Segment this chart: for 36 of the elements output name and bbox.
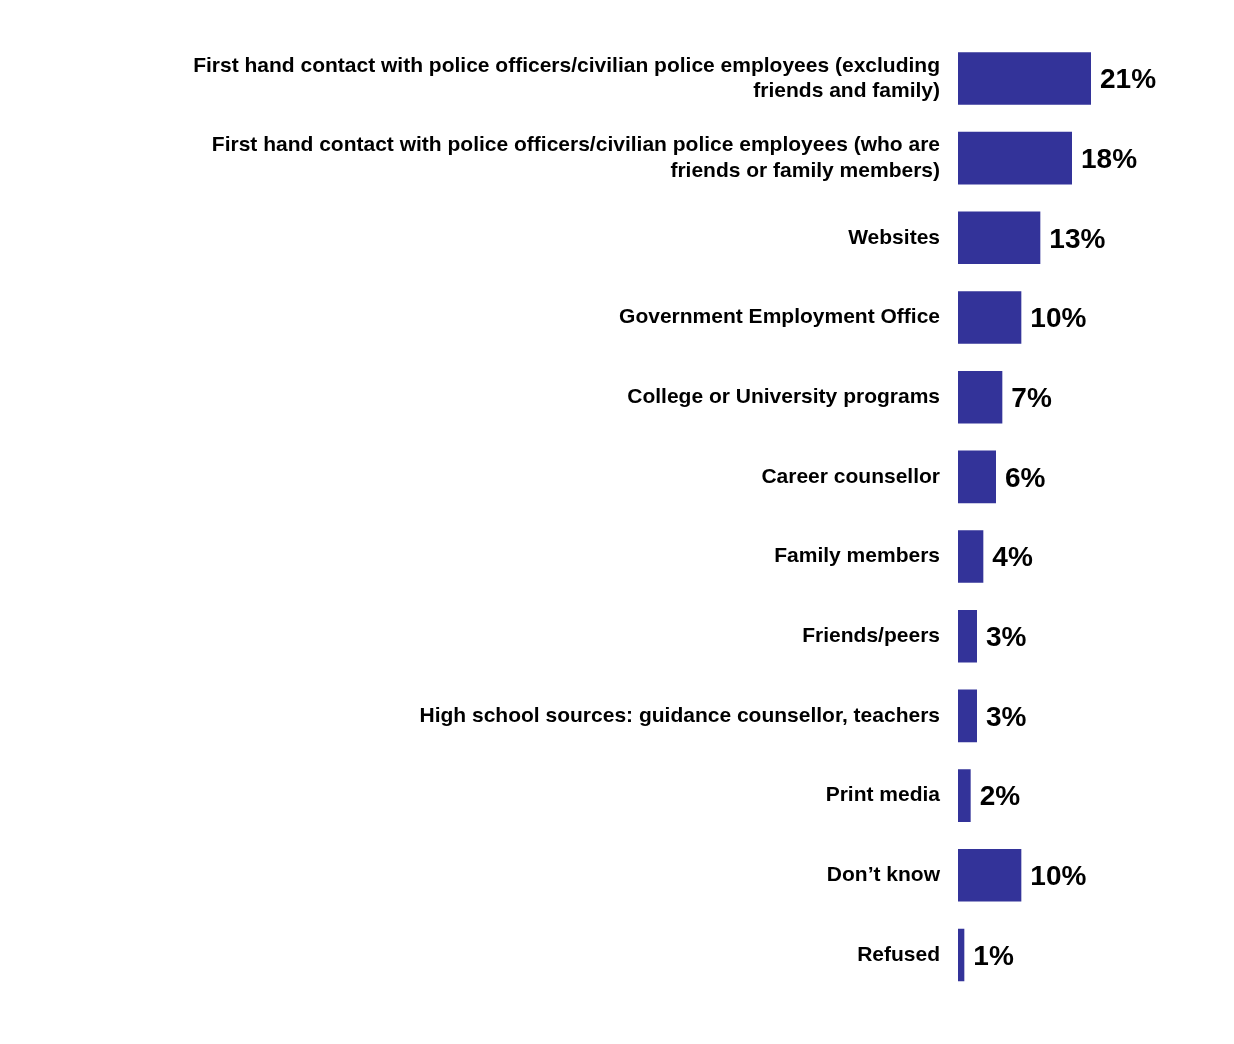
bar [958,370,1003,424]
data-label: 13% [1049,222,1106,254]
bar [958,450,996,504]
data-label: 10% [1030,302,1087,334]
y-tick-label: Don’t know [826,862,941,886]
data-label: 10% [1030,859,1087,891]
y-tick-label: Family members [774,543,940,567]
bar [958,769,971,822]
y-tick-label: Websites [848,224,940,248]
bar [958,848,1022,902]
y-tick-label: Career counsellor [761,463,940,487]
y-tick-label: College or University programs [627,383,940,407]
data-label: 3% [986,620,1027,652]
y-tick-label: Friends/peers [802,623,940,647]
data-label: 2% [979,780,1021,812]
bar [958,928,965,982]
bar [958,689,977,743]
y-tick-label: First hand contact with police officers/civilian police employees (who are friends or family members) [211,132,940,181]
bar [958,609,977,663]
bar [958,291,1022,344]
data-label: 18% [1081,142,1138,174]
data-label: 7% [1011,381,1052,413]
data-label: 4% [992,541,1033,573]
y-tick-label: High school sources: guidance counsellor, teachers [419,702,940,726]
y-tick-label: First hand contact with police officers/civilian police employees (excluding friends and family) [193,52,940,101]
y-tick-label: Government Employment Office [619,304,940,328]
data-label: 3% [986,700,1027,732]
y-tick-label: Print media [825,782,941,806]
y-tick-label: Refused [857,941,940,965]
data-label: 1% [973,939,1014,971]
bar [958,131,1072,185]
data-label: 21% [1100,63,1157,95]
data-label: 6% [1005,461,1046,493]
bar [958,52,1091,105]
bar [958,530,984,583]
bar [958,211,1041,265]
